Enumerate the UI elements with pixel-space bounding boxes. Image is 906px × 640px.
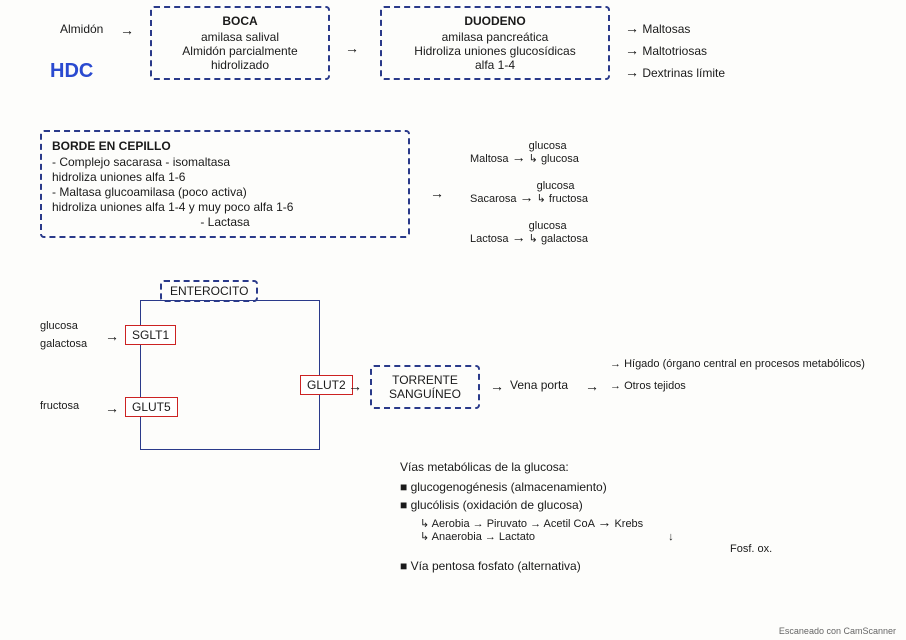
arrow: → (120, 22, 134, 38)
glucosa-label: glucosa (529, 140, 567, 152)
duodeno-l1: amilasa pancreática (392, 30, 598, 44)
arrow: → (490, 378, 504, 394)
borde-box: BORDE EN CEPILLO - Complejo sacarasa - i… (40, 130, 410, 238)
dest-otros: Otros tejidos (624, 380, 686, 392)
glucosa-label: glucosa (529, 220, 567, 232)
scanner-footer: Escaneado con CamScanner (779, 626, 896, 636)
vias-anaerobia: Anaerobia → Lactato (432, 531, 535, 543)
torrente-box: TORRENTE SANGUÍNEO (370, 365, 480, 409)
fructosa-label: fructosa (549, 193, 588, 205)
arrow: → (585, 378, 599, 394)
duodeno-title: DUODENO (392, 14, 598, 28)
borde-l2: hidroliza uniones alfa 1-6 (52, 170, 398, 184)
duodeno-l3: alfa 1-4 (392, 58, 598, 72)
sugar-maltosa: Maltosa → glucosa ↳ glucosa (470, 140, 579, 165)
vias-fosf: Fosf. ox. (730, 543, 870, 555)
lactosa-label: Lactosa (470, 233, 509, 245)
sglt1-box: SGLT1 (125, 325, 176, 345)
dest-higado: Hígado (órgano central en procesos metab… (624, 358, 865, 370)
arrow: → (430, 185, 444, 201)
arrow: → (348, 378, 362, 394)
sacarosa-label: Sacarosa (470, 193, 516, 205)
glucosa-label: glucosa (541, 153, 579, 165)
out-maltosas: Maltosas (642, 22, 690, 36)
torrente-l1: TORRENTE (382, 373, 468, 387)
enterocito-cell (140, 300, 320, 450)
hdc-label: HDC (50, 60, 93, 83)
borde-title: BORDE EN CEPILLO (52, 139, 398, 153)
out-maltotriosas: Maltotriosas (642, 44, 707, 58)
boca-l1: amilasa salival (162, 30, 318, 44)
vias-block: Vías metabólicas de la glucosa: ■ glucog… (400, 460, 870, 573)
sugar-sacarosa: Sacarosa → glucosa ↳ fructosa (470, 180, 588, 205)
vias-aerobia: Aerobia → Piruvato → Acetil CoA (432, 518, 595, 530)
input-fructosa: fructosa (40, 400, 79, 412)
borde-l5: - Lactasa (52, 215, 398, 229)
arrow: → (105, 400, 119, 416)
vena-label: Vena porta (510, 378, 568, 392)
vias-krebs: Krebs (614, 518, 643, 530)
dest-block: → Hígado (órgano central en procesos met… (610, 358, 870, 392)
vias-b2: glucólisis (oxidación de glucosa) (411, 498, 583, 512)
almidon-label: Almidón (60, 22, 103, 36)
torrente-l2: SANGUÍNEO (382, 387, 468, 401)
arrow: → (105, 328, 119, 344)
out-dextrinas: Dextrinas límite (642, 66, 725, 80)
boca-l3: hidrolizado (162, 58, 318, 72)
glut2-box: GLUT2 (300, 375, 353, 395)
galactosa-label: galactosa (541, 233, 588, 245)
vias-b3: Vía pentosa fosfato (alternativa) (411, 559, 581, 573)
arrow: → (345, 40, 359, 56)
vias-title: Vías metabólicas de la glucosa: (400, 460, 870, 474)
boca-title: BOCA (162, 14, 318, 28)
sugar-lactosa: Lactosa → glucosa ↳ galactosa (470, 220, 588, 245)
boca-box: BOCA amilasa salival Almidón parcialment… (150, 6, 330, 80)
glut5-box: GLUT5 (125, 397, 178, 417)
boca-l2: Almidón parcialmente (162, 44, 318, 58)
glucosa-label: glucosa (537, 180, 575, 192)
duodeno-box: DUODENO amilasa pancreática Hidroliza un… (380, 6, 610, 80)
input-galactosa: galactosa (40, 338, 87, 350)
duodeno-outputs: → Maltosas → Maltotriosas → Dextrinas lí… (625, 20, 725, 80)
borde-l4: hidroliza uniones alfa 1-4 y muy poco al… (52, 200, 398, 214)
duodeno-l2: Hidroliza uniones glucosídicas (392, 44, 598, 58)
borde-l3: - Maltasa glucoamilasa (poco activa) (52, 185, 398, 199)
enterocito-label: ENTEROCITO (160, 280, 258, 302)
maltosa-label: Maltosa (470, 153, 509, 165)
input-glucosa: glucosa (40, 320, 78, 332)
vias-b1: glucogenogénesis (almacenamiento) (411, 480, 607, 494)
borde-l1: - Complejo sacarasa - isomaltasa (52, 155, 398, 169)
